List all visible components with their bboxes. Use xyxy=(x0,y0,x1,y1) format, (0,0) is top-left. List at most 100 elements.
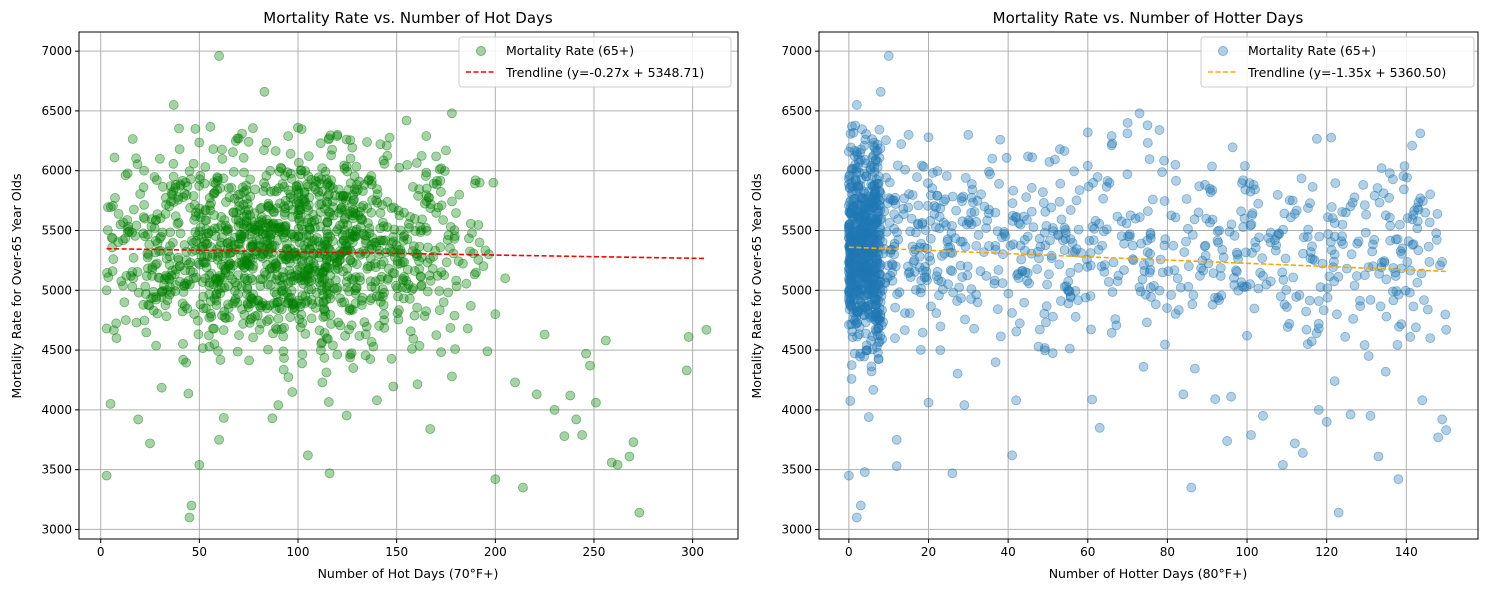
left-scatter-point xyxy=(111,333,122,344)
left-scatter-point xyxy=(200,162,211,172)
left-scatter-point xyxy=(166,270,177,281)
left-scatter-point xyxy=(133,287,144,298)
left-scatter-point xyxy=(470,175,481,186)
left-scatter-point xyxy=(233,133,244,144)
right-scatter-point xyxy=(1365,294,1376,305)
right-scatter-point xyxy=(1198,265,1209,276)
right-y-tick-label: 7000 xyxy=(781,44,812,58)
right-y-tick-label: 3000 xyxy=(781,522,812,536)
right-scatter-point xyxy=(995,331,1006,342)
right-scatter-point xyxy=(1094,422,1105,433)
right-scatter-point xyxy=(1041,301,1052,312)
right-scatter-point xyxy=(1396,248,1407,259)
right-scatter-point xyxy=(1326,236,1336,247)
right-scatter-point xyxy=(1246,430,1256,440)
left-scatter-point xyxy=(383,273,394,284)
right-scatter-point xyxy=(1249,303,1260,314)
left-scatter-point xyxy=(308,209,319,220)
right-y-tick-label: 5500 xyxy=(781,223,812,237)
left-scatter-point xyxy=(453,256,464,267)
left-scatter-point xyxy=(138,212,149,223)
right-scatter-point xyxy=(1016,254,1027,265)
right-scatter-point xyxy=(1257,253,1268,264)
left-scatter-point xyxy=(585,360,595,371)
right-scatter-point xyxy=(1432,208,1443,219)
left-scatter-point xyxy=(300,328,311,339)
left-scatter-point xyxy=(348,213,359,224)
right-scatter-point xyxy=(1003,288,1014,299)
right-scatter-point xyxy=(858,240,869,251)
right-scatter-point xyxy=(1159,240,1170,251)
right-x-tick-label: 20 xyxy=(921,545,936,559)
left-scatter-point xyxy=(102,225,113,236)
left-scatter-point xyxy=(141,327,152,338)
left-scatter-point xyxy=(170,211,181,222)
right-scatter-point xyxy=(1301,306,1311,317)
left-scatter-point xyxy=(417,214,428,225)
right-scatter-point xyxy=(1340,207,1351,218)
left-scatter-point xyxy=(372,189,383,200)
left-scatter-point xyxy=(295,205,306,216)
left-scatter-point xyxy=(359,230,370,241)
right-scatter-point xyxy=(1098,193,1109,204)
left-scatter-point xyxy=(230,277,241,288)
left-scatter-point xyxy=(362,203,373,214)
right-plot-area: 0 20 40 60 80 100 120 140 3000 3500 4000 4500 5000 55… xyxy=(781,31,1479,559)
left-scatter-point xyxy=(310,302,321,313)
left-scatter-point xyxy=(216,211,227,222)
left-scatter-point xyxy=(188,158,199,169)
right-scatter-point xyxy=(1393,474,1404,485)
left-scatter-point xyxy=(559,431,570,442)
left-scatter-point xyxy=(264,263,275,274)
right-scatter-point xyxy=(1236,206,1246,217)
right-scatter-point xyxy=(848,163,859,174)
right-scatter-point xyxy=(1065,267,1076,278)
left-scatter-point xyxy=(120,170,131,181)
left-scatter-point xyxy=(412,302,423,313)
left-scatter-point xyxy=(149,172,160,182)
right-scatter-point xyxy=(1412,277,1423,288)
left-scatter-point xyxy=(245,210,255,221)
right-scatter-point xyxy=(923,132,934,143)
left-scatter-point xyxy=(319,303,330,314)
right-scatter-point xyxy=(1178,389,1189,400)
right-scatter-point xyxy=(1179,247,1190,258)
left-scatter-point xyxy=(174,123,184,134)
left-scatter-point xyxy=(131,153,142,164)
left-grid xyxy=(79,32,738,539)
right-scatter-point xyxy=(871,174,882,185)
left-scatter-point xyxy=(395,245,406,255)
left-scatter-point xyxy=(293,157,304,168)
right-scatter-point xyxy=(1007,307,1017,318)
left-scatter-point xyxy=(182,181,193,192)
left-scatter-point xyxy=(186,500,197,511)
right-scatter-point xyxy=(1238,175,1248,186)
right-scatter-point xyxy=(1159,155,1169,166)
left-scatter-point xyxy=(127,134,138,144)
right-x-tick-label: 120 xyxy=(1315,545,1338,559)
right-scatter-point xyxy=(927,183,938,194)
right-scatter-point xyxy=(1157,267,1168,278)
right-scatter-point xyxy=(1299,232,1309,243)
right-scatter-point xyxy=(1142,317,1152,328)
right-scatter-point xyxy=(1417,395,1428,406)
left-scatter-point xyxy=(436,347,447,358)
right-scatter-point xyxy=(1314,231,1325,242)
right-scatter-point xyxy=(1224,226,1235,237)
right-scatter-point xyxy=(1071,195,1082,206)
left-scatter-point xyxy=(106,232,117,243)
right-scatter-point xyxy=(1190,363,1200,374)
right-scatter-point xyxy=(943,279,953,290)
right-y-tick-label: 6500 xyxy=(781,104,812,118)
right-scatter-point xyxy=(1424,256,1435,267)
left-x-tick-label: 250 xyxy=(583,545,606,559)
right-scatter-point xyxy=(1309,255,1320,266)
right-scatter-point xyxy=(1014,318,1025,329)
left-scatter-point xyxy=(314,325,325,336)
left-scatter-point xyxy=(612,459,623,470)
right-scatter-point xyxy=(1294,290,1305,301)
right-scatter-point xyxy=(1039,308,1050,319)
right-scatter-point xyxy=(1277,267,1288,278)
right-scatter-point xyxy=(913,200,924,211)
right-plot-frame xyxy=(818,31,1479,540)
